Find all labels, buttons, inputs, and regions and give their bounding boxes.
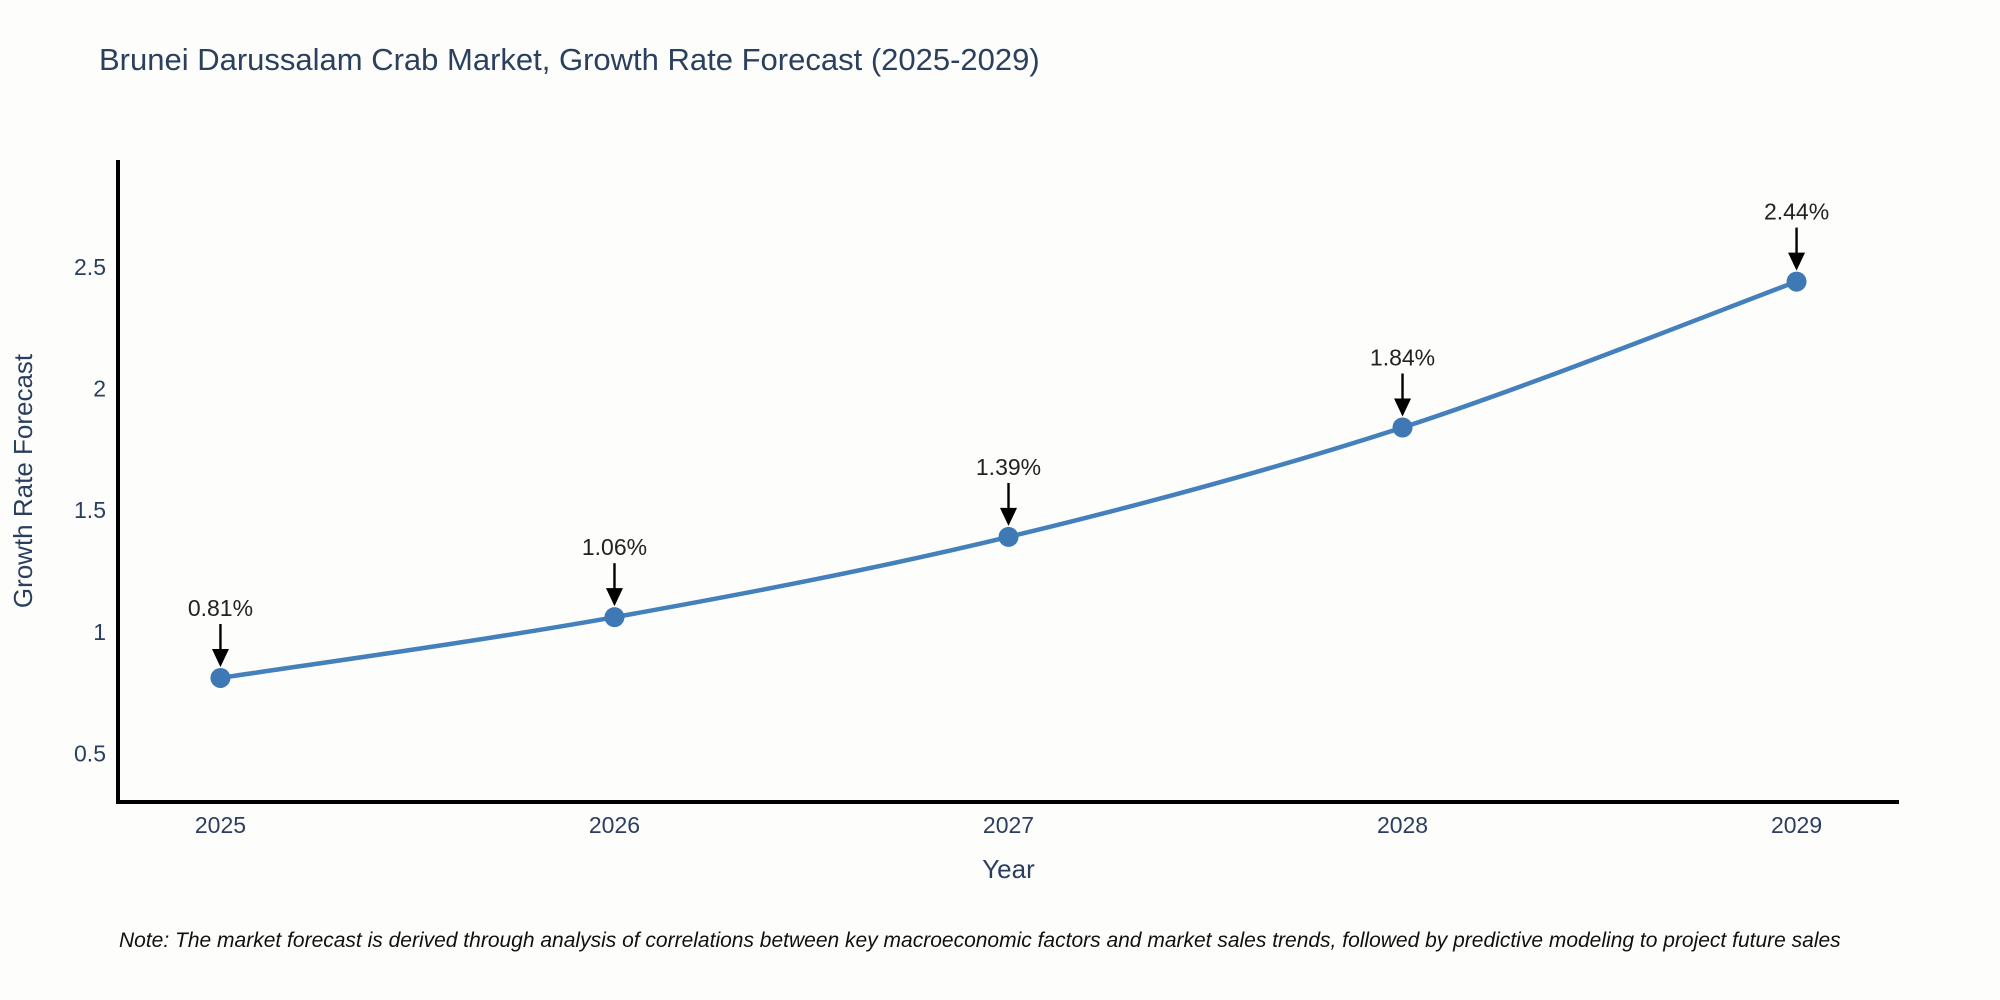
footnote: Note: The market forecast is derived thr… [119,929,1841,952]
x-axis-title: Year [982,854,1035,884]
data-point-label: 2.44% [1764,199,1829,225]
y-tick-label: 1 [93,619,106,645]
annotation-arrowhead-icon [1000,507,1017,526]
annotation-arrowhead-icon [1788,252,1806,271]
x-tick-label: 2025 [195,812,246,838]
data-point-marker [604,607,625,628]
annotation-arrowhead-icon [211,648,229,667]
data-point-label: 1.84% [1370,345,1435,371]
x-tick-label: 2027 [983,812,1034,838]
data-point-marker [1786,271,1807,292]
data-point-marker [998,526,1019,547]
x-tick-label: 2028 [1377,812,1428,838]
data-point-label: 1.06% [582,534,647,560]
y-tick-label: 2.5 [74,254,106,280]
annotation-arrowhead-icon [605,588,623,607]
y-axis-title: Growth Rate Forecast [8,353,38,608]
y-tick-label: 0.5 [74,740,106,766]
chart-title: Brunei Darussalam Crab Market, Growth Ra… [99,42,1040,77]
y-tick-label: 1.5 [74,497,106,523]
data-point-marker [1392,417,1413,438]
data-point-label: 1.39% [976,454,1041,480]
data-point-label: 0.81% [188,595,253,621]
y-tick-label: 2 [93,376,106,402]
annotation-arrowhead-icon [1394,398,1412,417]
x-tick-label: 2029 [1771,812,1822,838]
data-point-marker [210,667,231,688]
x-tick-label: 2026 [589,812,640,838]
